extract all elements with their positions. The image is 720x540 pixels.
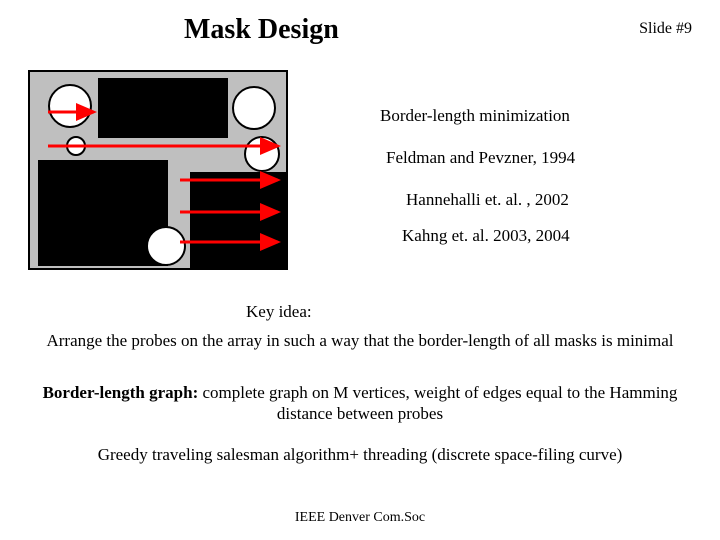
probe-circle [66,136,86,156]
footer-text: IEEE Denver Com.Soc [0,510,720,526]
slide-title: Mask Design [184,14,339,46]
black-region [190,172,286,268]
probe-circle [244,136,280,172]
key-idea-label: Key idea: [246,302,312,322]
body-paragraph: Border-length graph: complete graph on M… [30,382,690,425]
probe-circle [146,226,186,266]
slide-number: Slide #9 [639,20,692,38]
black-region [98,78,228,138]
probe-circle [48,84,92,128]
reference-text: Kahng et. al. 2003, 2004 [402,226,570,246]
reference-text: Hannehalli et. al. , 2002 [406,190,569,210]
mask-diagram [28,70,288,270]
probe-circle [232,86,276,130]
body-paragraph: Arrange the probes on the array in such … [30,330,690,351]
body-paragraph: Greedy traveling salesman algorithm+ thr… [30,444,690,465]
reference-text: Feldman and Pevzner, 1994 [386,148,575,168]
reference-text: Border-length minimization [380,106,570,126]
